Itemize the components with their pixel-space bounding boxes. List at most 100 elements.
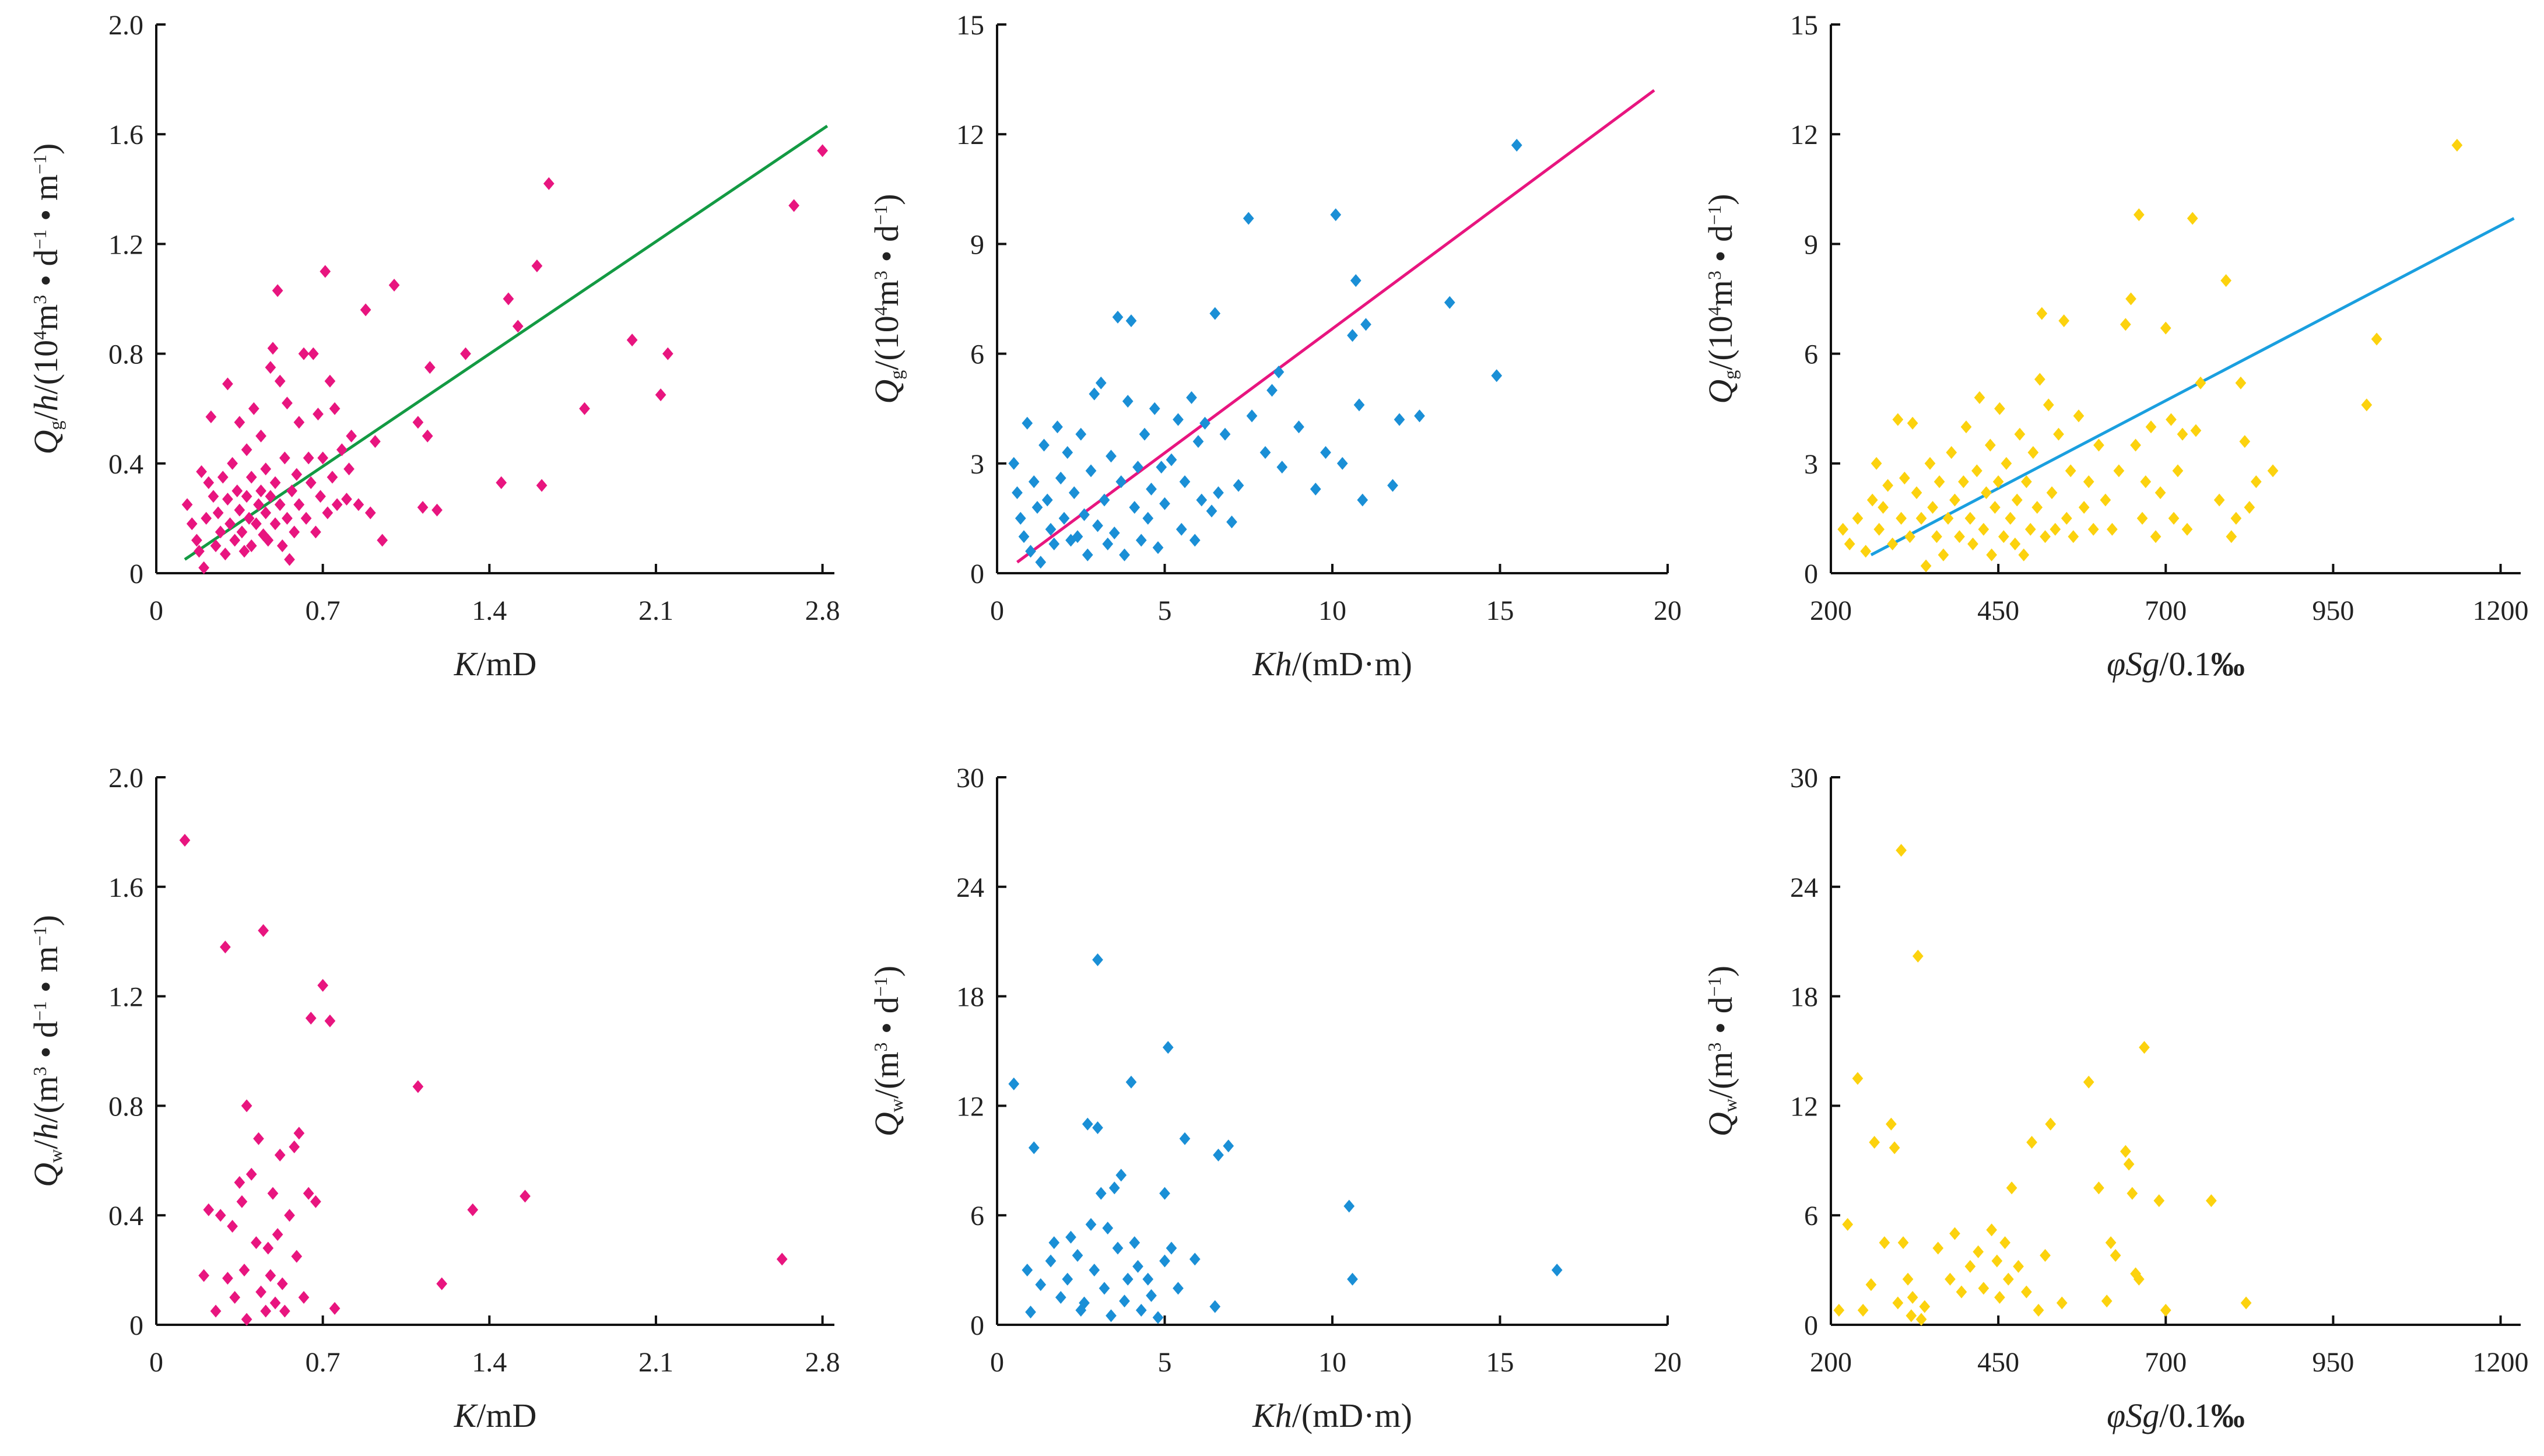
data-point bbox=[1022, 1264, 1033, 1277]
data-point bbox=[1967, 537, 1978, 550]
chart-panel-p2: 0 5 10 15 20 0 3 6 9 12 15 Kh/(mD·m) Qg/(104m3 • d−1… bbox=[868, 10, 1682, 683]
data-point bbox=[179, 833, 191, 847]
data-point bbox=[2220, 274, 2231, 287]
x-tick-label: 20 bbox=[1654, 1347, 1682, 1378]
data-point bbox=[655, 388, 666, 402]
data-point bbox=[329, 1301, 341, 1315]
x-tick-label: 1.4 bbox=[472, 1347, 507, 1378]
data-point bbox=[2160, 321, 2171, 335]
data-point bbox=[2105, 1236, 2117, 1250]
data-point bbox=[229, 534, 241, 547]
x-tick-label: 950 bbox=[2312, 595, 2354, 626]
chart-panel-p3: 200 450 700 950 1200 0 3 6 9 12 15 φSg/0.1‰ Qg/(104m… bbox=[1701, 10, 2529, 683]
data-point bbox=[2078, 501, 2090, 514]
x-tick-label: 0.7 bbox=[306, 595, 341, 626]
data-point bbox=[210, 1304, 222, 1318]
y-tick-label: 9 bbox=[970, 229, 984, 260]
data-point bbox=[234, 416, 245, 429]
data-point bbox=[1924, 457, 1936, 470]
x-axis-title: K/mD bbox=[454, 645, 537, 683]
data-point bbox=[2267, 464, 2279, 478]
data-point bbox=[1915, 1313, 1927, 1326]
data-point bbox=[245, 539, 257, 552]
data-point bbox=[1025, 545, 1036, 558]
data-point bbox=[2213, 493, 2225, 507]
data-point bbox=[1320, 445, 1331, 459]
data-point bbox=[1978, 1282, 1989, 1295]
y-tick-label: 30 bbox=[956, 763, 984, 794]
data-point bbox=[1028, 1141, 1040, 1155]
y-tick-label: 24 bbox=[1790, 872, 1818, 903]
data-point bbox=[1159, 1254, 1170, 1268]
data-point bbox=[1115, 475, 1127, 489]
data-point bbox=[2125, 292, 2136, 306]
y-tick-label: 1.6 bbox=[108, 872, 143, 903]
data-point bbox=[1266, 384, 1278, 397]
data-point bbox=[2013, 1259, 2024, 1273]
data-point bbox=[2053, 427, 2064, 441]
data-point bbox=[1837, 522, 1849, 536]
data-point bbox=[298, 1291, 310, 1304]
data-point bbox=[2011, 493, 2023, 507]
data-point bbox=[282, 397, 293, 410]
data-point bbox=[217, 471, 229, 484]
data-point bbox=[293, 498, 305, 511]
data-point bbox=[324, 374, 336, 388]
data-point bbox=[267, 342, 279, 355]
data-point bbox=[1075, 1303, 1087, 1317]
data-point bbox=[1844, 537, 1855, 550]
data-point bbox=[1075, 427, 1087, 441]
data-point bbox=[1336, 457, 1348, 470]
data-point bbox=[205, 410, 217, 423]
data-point bbox=[579, 402, 590, 415]
data-point bbox=[341, 492, 352, 506]
data-point bbox=[1986, 1223, 1998, 1237]
data-point bbox=[258, 924, 269, 937]
y-tick-label: 1.6 bbox=[108, 120, 143, 150]
data-point bbox=[1932, 1241, 1944, 1255]
data-point bbox=[2034, 373, 2045, 386]
data-point bbox=[1045, 1254, 1057, 1268]
data-point bbox=[1112, 1241, 1124, 1255]
data-point bbox=[241, 490, 252, 503]
data-point bbox=[1511, 139, 1522, 152]
data-point bbox=[1189, 1252, 1201, 1266]
data-point bbox=[1079, 1296, 1090, 1310]
data-point bbox=[2361, 398, 2373, 412]
data-point bbox=[2033, 1303, 2044, 1317]
data-point bbox=[255, 429, 266, 443]
data-point bbox=[219, 941, 231, 954]
data-point bbox=[1106, 450, 1117, 463]
data-point bbox=[291, 468, 303, 481]
data-point bbox=[1911, 486, 1922, 499]
chart-panel-p4: 0 0.7 1.4 2.1 2.8 0 0.4 0.8 1.2 1.6 2.0 K/mD Qw/h/(m… bbox=[27, 763, 840, 1434]
chart-panel-p6: 200 450 700 950 1200 0 6 12 18 24 30 φSg/0.1‰ Qw/(m3… bbox=[1701, 763, 2529, 1434]
data-point bbox=[2140, 475, 2152, 489]
data-point bbox=[2150, 530, 2161, 543]
data-point bbox=[1350, 274, 1362, 287]
y-tick-label: 0 bbox=[129, 1310, 143, 1341]
data-point bbox=[1869, 1136, 1880, 1149]
data-point bbox=[201, 511, 212, 525]
data-point bbox=[2058, 314, 2070, 328]
data-point bbox=[2451, 139, 2463, 152]
data-point bbox=[1089, 1264, 1100, 1277]
data-point bbox=[1146, 482, 1157, 496]
data-point bbox=[1902, 1272, 1914, 1286]
data-point bbox=[1065, 534, 1076, 547]
data-point bbox=[2172, 464, 2184, 478]
data-point bbox=[1072, 530, 1083, 543]
data-point bbox=[1048, 537, 1060, 550]
data-point bbox=[1276, 461, 1288, 474]
data-point bbox=[1973, 1245, 1984, 1258]
data-point bbox=[1444, 296, 1455, 309]
y-tick-label: 12 bbox=[1790, 1091, 1818, 1122]
data-point bbox=[1931, 530, 1942, 543]
data-point bbox=[2190, 424, 2202, 437]
data-point bbox=[222, 377, 233, 391]
data-point bbox=[2040, 530, 2051, 543]
data-point bbox=[1310, 482, 1321, 496]
data-point bbox=[1360, 318, 1371, 331]
data-point bbox=[181, 498, 193, 511]
x-tick-label: 20 bbox=[1654, 595, 1682, 626]
